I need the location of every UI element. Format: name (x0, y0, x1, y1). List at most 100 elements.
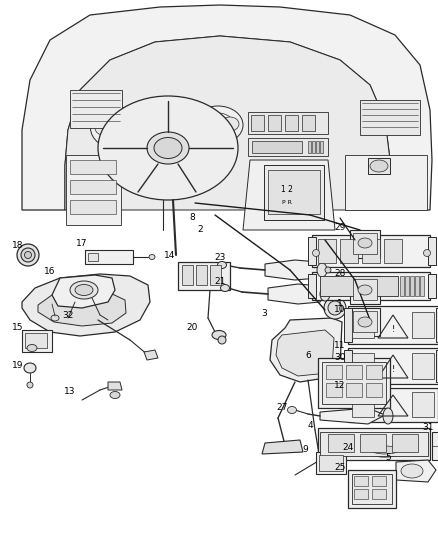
Bar (70, 200, 116, 214)
Text: 17: 17 (76, 238, 88, 247)
Text: 30: 30 (334, 353, 346, 362)
Text: 3: 3 (261, 310, 267, 319)
Bar (368, 158, 390, 174)
Bar (25, 333, 47, 348)
Text: 6: 6 (305, 351, 311, 359)
Text: 13: 13 (64, 387, 76, 397)
Bar (196, 265, 207, 285)
Ellipse shape (328, 301, 342, 315)
Bar (420, 276, 424, 296)
Text: 9: 9 (302, 446, 308, 455)
Ellipse shape (383, 408, 393, 424)
Ellipse shape (358, 285, 372, 295)
Bar (352, 353, 374, 379)
Text: 1 2: 1 2 (281, 185, 293, 195)
Text: 11: 11 (334, 342, 346, 351)
Bar (326, 383, 342, 397)
Bar (285, 115, 298, 131)
Bar (412, 312, 434, 338)
Bar (320, 276, 398, 296)
Ellipse shape (312, 249, 319, 256)
Bar (432, 432, 438, 460)
Ellipse shape (220, 285, 230, 292)
Text: 27: 27 (276, 403, 288, 413)
Bar (308, 274, 316, 298)
Text: 31: 31 (422, 424, 434, 432)
Bar (412, 392, 434, 417)
Bar (308, 141, 311, 153)
Ellipse shape (366, 443, 404, 457)
Bar (182, 265, 193, 285)
Bar (66, 155, 121, 225)
Bar (348, 470, 396, 508)
Bar (85, 250, 133, 264)
Bar (350, 276, 380, 304)
Polygon shape (22, 5, 432, 210)
Ellipse shape (218, 262, 226, 269)
Bar (436, 308, 438, 342)
Bar (312, 272, 430, 300)
Bar (268, 170, 320, 214)
Bar (360, 434, 386, 452)
Bar (316, 452, 346, 474)
Polygon shape (22, 5, 432, 210)
Bar (348, 388, 438, 422)
Ellipse shape (370, 160, 388, 172)
Bar (352, 312, 374, 338)
Ellipse shape (212, 330, 226, 340)
Ellipse shape (24, 363, 36, 373)
Ellipse shape (218, 336, 226, 344)
Bar (353, 233, 377, 254)
Bar (308, 237, 316, 265)
Polygon shape (396, 460, 436, 482)
Ellipse shape (75, 285, 93, 295)
Text: 21: 21 (214, 278, 226, 287)
Text: 18: 18 (12, 241, 24, 251)
Ellipse shape (197, 117, 215, 131)
Text: 20: 20 (186, 324, 198, 333)
Bar (412, 353, 434, 379)
Bar (352, 474, 392, 504)
Text: 32: 32 (62, 311, 74, 320)
Polygon shape (262, 440, 303, 454)
Bar (88, 253, 98, 261)
Polygon shape (265, 260, 322, 280)
Ellipse shape (193, 106, 243, 144)
Bar (366, 365, 382, 379)
Polygon shape (320, 408, 385, 424)
Bar (372, 489, 386, 499)
Text: 24: 24 (343, 443, 353, 453)
Text: 10: 10 (334, 305, 346, 314)
Bar (320, 141, 323, 153)
Bar (318, 239, 336, 263)
Polygon shape (65, 36, 390, 210)
Bar (340, 239, 358, 263)
Bar (326, 365, 342, 379)
Text: 14: 14 (164, 252, 176, 261)
Bar (346, 383, 362, 397)
Bar (428, 237, 436, 265)
Ellipse shape (95, 120, 115, 135)
Polygon shape (270, 318, 342, 382)
Bar (353, 311, 377, 332)
Text: 8: 8 (189, 214, 195, 222)
Ellipse shape (325, 267, 331, 273)
Ellipse shape (149, 254, 155, 260)
Bar (345, 155, 427, 210)
Bar (70, 160, 116, 174)
Ellipse shape (27, 344, 37, 351)
Polygon shape (38, 290, 126, 326)
Text: 5: 5 (385, 454, 391, 463)
Text: 25: 25 (334, 464, 346, 472)
Bar (312, 235, 430, 267)
Ellipse shape (147, 132, 189, 164)
Bar (354, 476, 368, 486)
Text: 28: 28 (334, 270, 346, 279)
Bar (322, 362, 386, 404)
Bar (312, 141, 315, 153)
Ellipse shape (221, 117, 239, 131)
Text: 12: 12 (334, 382, 346, 391)
Ellipse shape (98, 96, 238, 200)
Bar (302, 115, 315, 131)
Bar (350, 230, 380, 258)
